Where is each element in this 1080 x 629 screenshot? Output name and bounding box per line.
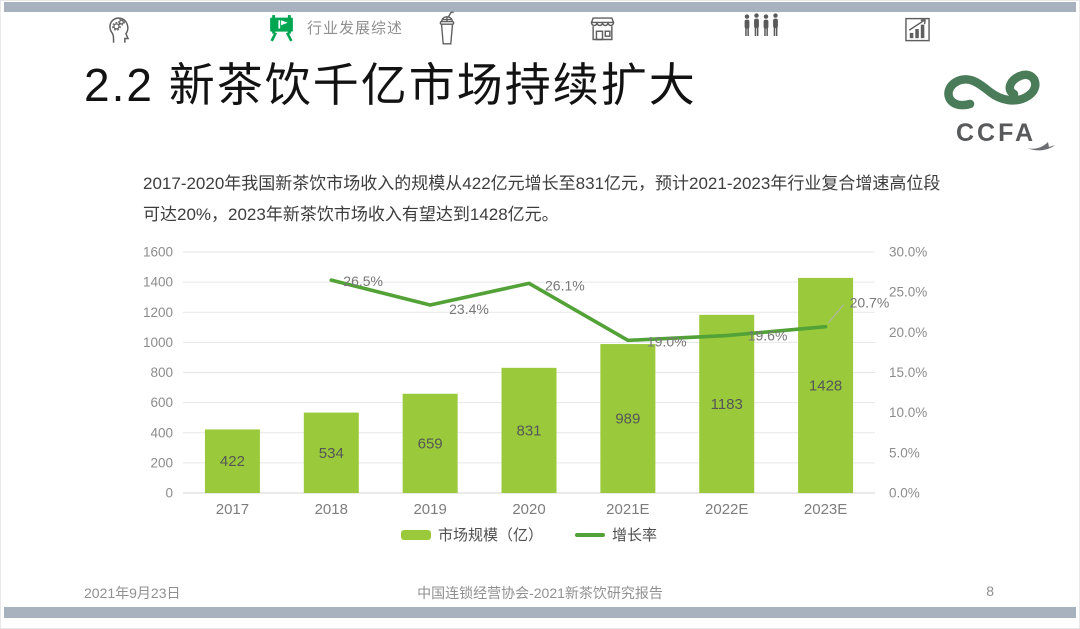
bar-value-label: 659	[418, 435, 443, 452]
line-point-label: 19.0%	[647, 333, 687, 349]
bar-2017	[204, 429, 260, 493]
line-point-label: 19.6%	[748, 328, 788, 344]
bar-2021E	[600, 344, 656, 493]
left-axis-tick: 600	[150, 395, 173, 410]
footer-report-title: 中国连锁经营协会-2021新茶饮研究报告	[417, 585, 663, 601]
nav-item-tea-drinks[interactable]	[431, 10, 463, 48]
line-point-label: 20.7%	[850, 295, 890, 311]
left-axis-tick: 1000	[143, 335, 173, 350]
right-axis-tick: 20.0%	[889, 325, 927, 340]
head-gears-icon	[102, 12, 136, 48]
footer-date: 2021年9月23日	[84, 585, 181, 601]
chart-legend: 市场规模（亿） 增长率	[183, 524, 875, 545]
left-axis-tick: 0	[165, 486, 173, 501]
bar-2022E	[699, 314, 755, 493]
bar-value-label: 534	[319, 445, 344, 462]
slide-footer: 2021年9月23日 中国连锁经营协会-2021新茶饮研究报告 8	[0, 583, 1080, 603]
left-axis-tick: 400	[150, 425, 173, 440]
legend-label-market-size: 市场规模（亿）	[437, 527, 543, 544]
bottom-accent-bar	[4, 607, 1076, 618]
bar-value-label: 831	[516, 422, 541, 439]
bubble-tea-cup-icon	[431, 10, 463, 48]
left-axis-tick: 800	[150, 365, 173, 380]
right-axis-tick: 30.0%	[889, 245, 927, 260]
label-leader-line	[828, 304, 844, 324]
bar-value-label: 989	[615, 411, 640, 428]
right-axis-tick: 0.0%	[889, 486, 920, 501]
ccfa-swirl-icon	[940, 70, 1052, 122]
page-title: 2.2 新茶饮千亿市场持续扩大	[84, 59, 697, 111]
bar-2023E	[798, 277, 854, 493]
intro-paragraph: 2017-2020年我国新茶饮市场收入的规模从422亿元增长至831亿元，预计2…	[143, 174, 941, 225]
presentation-board-icon	[266, 12, 297, 43]
bar-2020	[501, 367, 557, 493]
ccfa-logo-text: CCFA	[955, 119, 1037, 147]
line-point-label: 23.4%	[449, 301, 489, 317]
x-axis-label: 2019	[413, 501, 446, 518]
right-axis-tick: 15.0%	[889, 365, 927, 380]
x-axis-label: 2018	[315, 501, 348, 518]
top-accent-bar	[4, 2, 1076, 12]
storefront-icon	[586, 12, 619, 45]
legend-label-growth-rate: 增长率	[612, 527, 658, 544]
right-axis-tick: 5.0%	[889, 445, 920, 460]
left-axis-tick: 1200	[143, 305, 173, 320]
legend-item-market-size: 市场规模（亿）	[400, 524, 543, 545]
nav-item-overview[interactable]	[102, 12, 136, 48]
right-axis-tick: 25.0%	[889, 285, 927, 300]
growth-chart-icon	[901, 12, 934, 45]
bar-2019	[402, 393, 458, 493]
left-axis-tick: 1400	[143, 275, 173, 290]
x-axis-label: 2021E	[606, 501, 649, 518]
x-axis-label: 2023E	[804, 501, 847, 518]
legend-item-growth-rate: 增长率	[575, 524, 657, 545]
market-chart: 0 200 400 600 800 1000 1200 1400 1600 0.0% 5.0% 10.…	[140, 240, 950, 570]
nav-item-stores[interactable]	[586, 12, 619, 45]
nav-item-data[interactable]	[901, 12, 934, 45]
x-axis-label: 2020	[512, 501, 545, 518]
line-series-swatch	[575, 532, 605, 537]
ccfa-logo: CCFA	[938, 60, 1055, 151]
left-axis-tick: 200	[150, 455, 173, 470]
nav-item-label: 行业发展综述	[307, 20, 404, 37]
bar-value-label: 1183	[711, 396, 743, 413]
left-axis-tick: 1600	[143, 245, 173, 260]
bar-value-label: 422	[220, 453, 245, 470]
nav-item-consumers[interactable]	[741, 12, 781, 44]
people-group-icon	[741, 12, 781, 44]
bar-2018	[303, 412, 359, 493]
market-chart-canvas: 0 200 400 600 800 1000 1200 1400 1600 0.0% 5.0% 10.…	[143, 245, 927, 519]
nav-item-industry-overview[interactable]: 行业发展综述	[266, 12, 403, 43]
x-axis-label: 2017	[216, 501, 249, 518]
right-axis-tick: 10.0%	[889, 405, 927, 420]
line-point-label: 26.5%	[343, 273, 383, 289]
line-point-label: 26.1%	[545, 277, 585, 293]
bar-value-label: 1428	[809, 377, 842, 394]
growth-rate-line	[329, 278, 828, 343]
x-axis-label: 2022E	[705, 501, 748, 518]
footer-page-number: 8	[986, 583, 994, 599]
bar-series-swatch	[400, 529, 431, 540]
